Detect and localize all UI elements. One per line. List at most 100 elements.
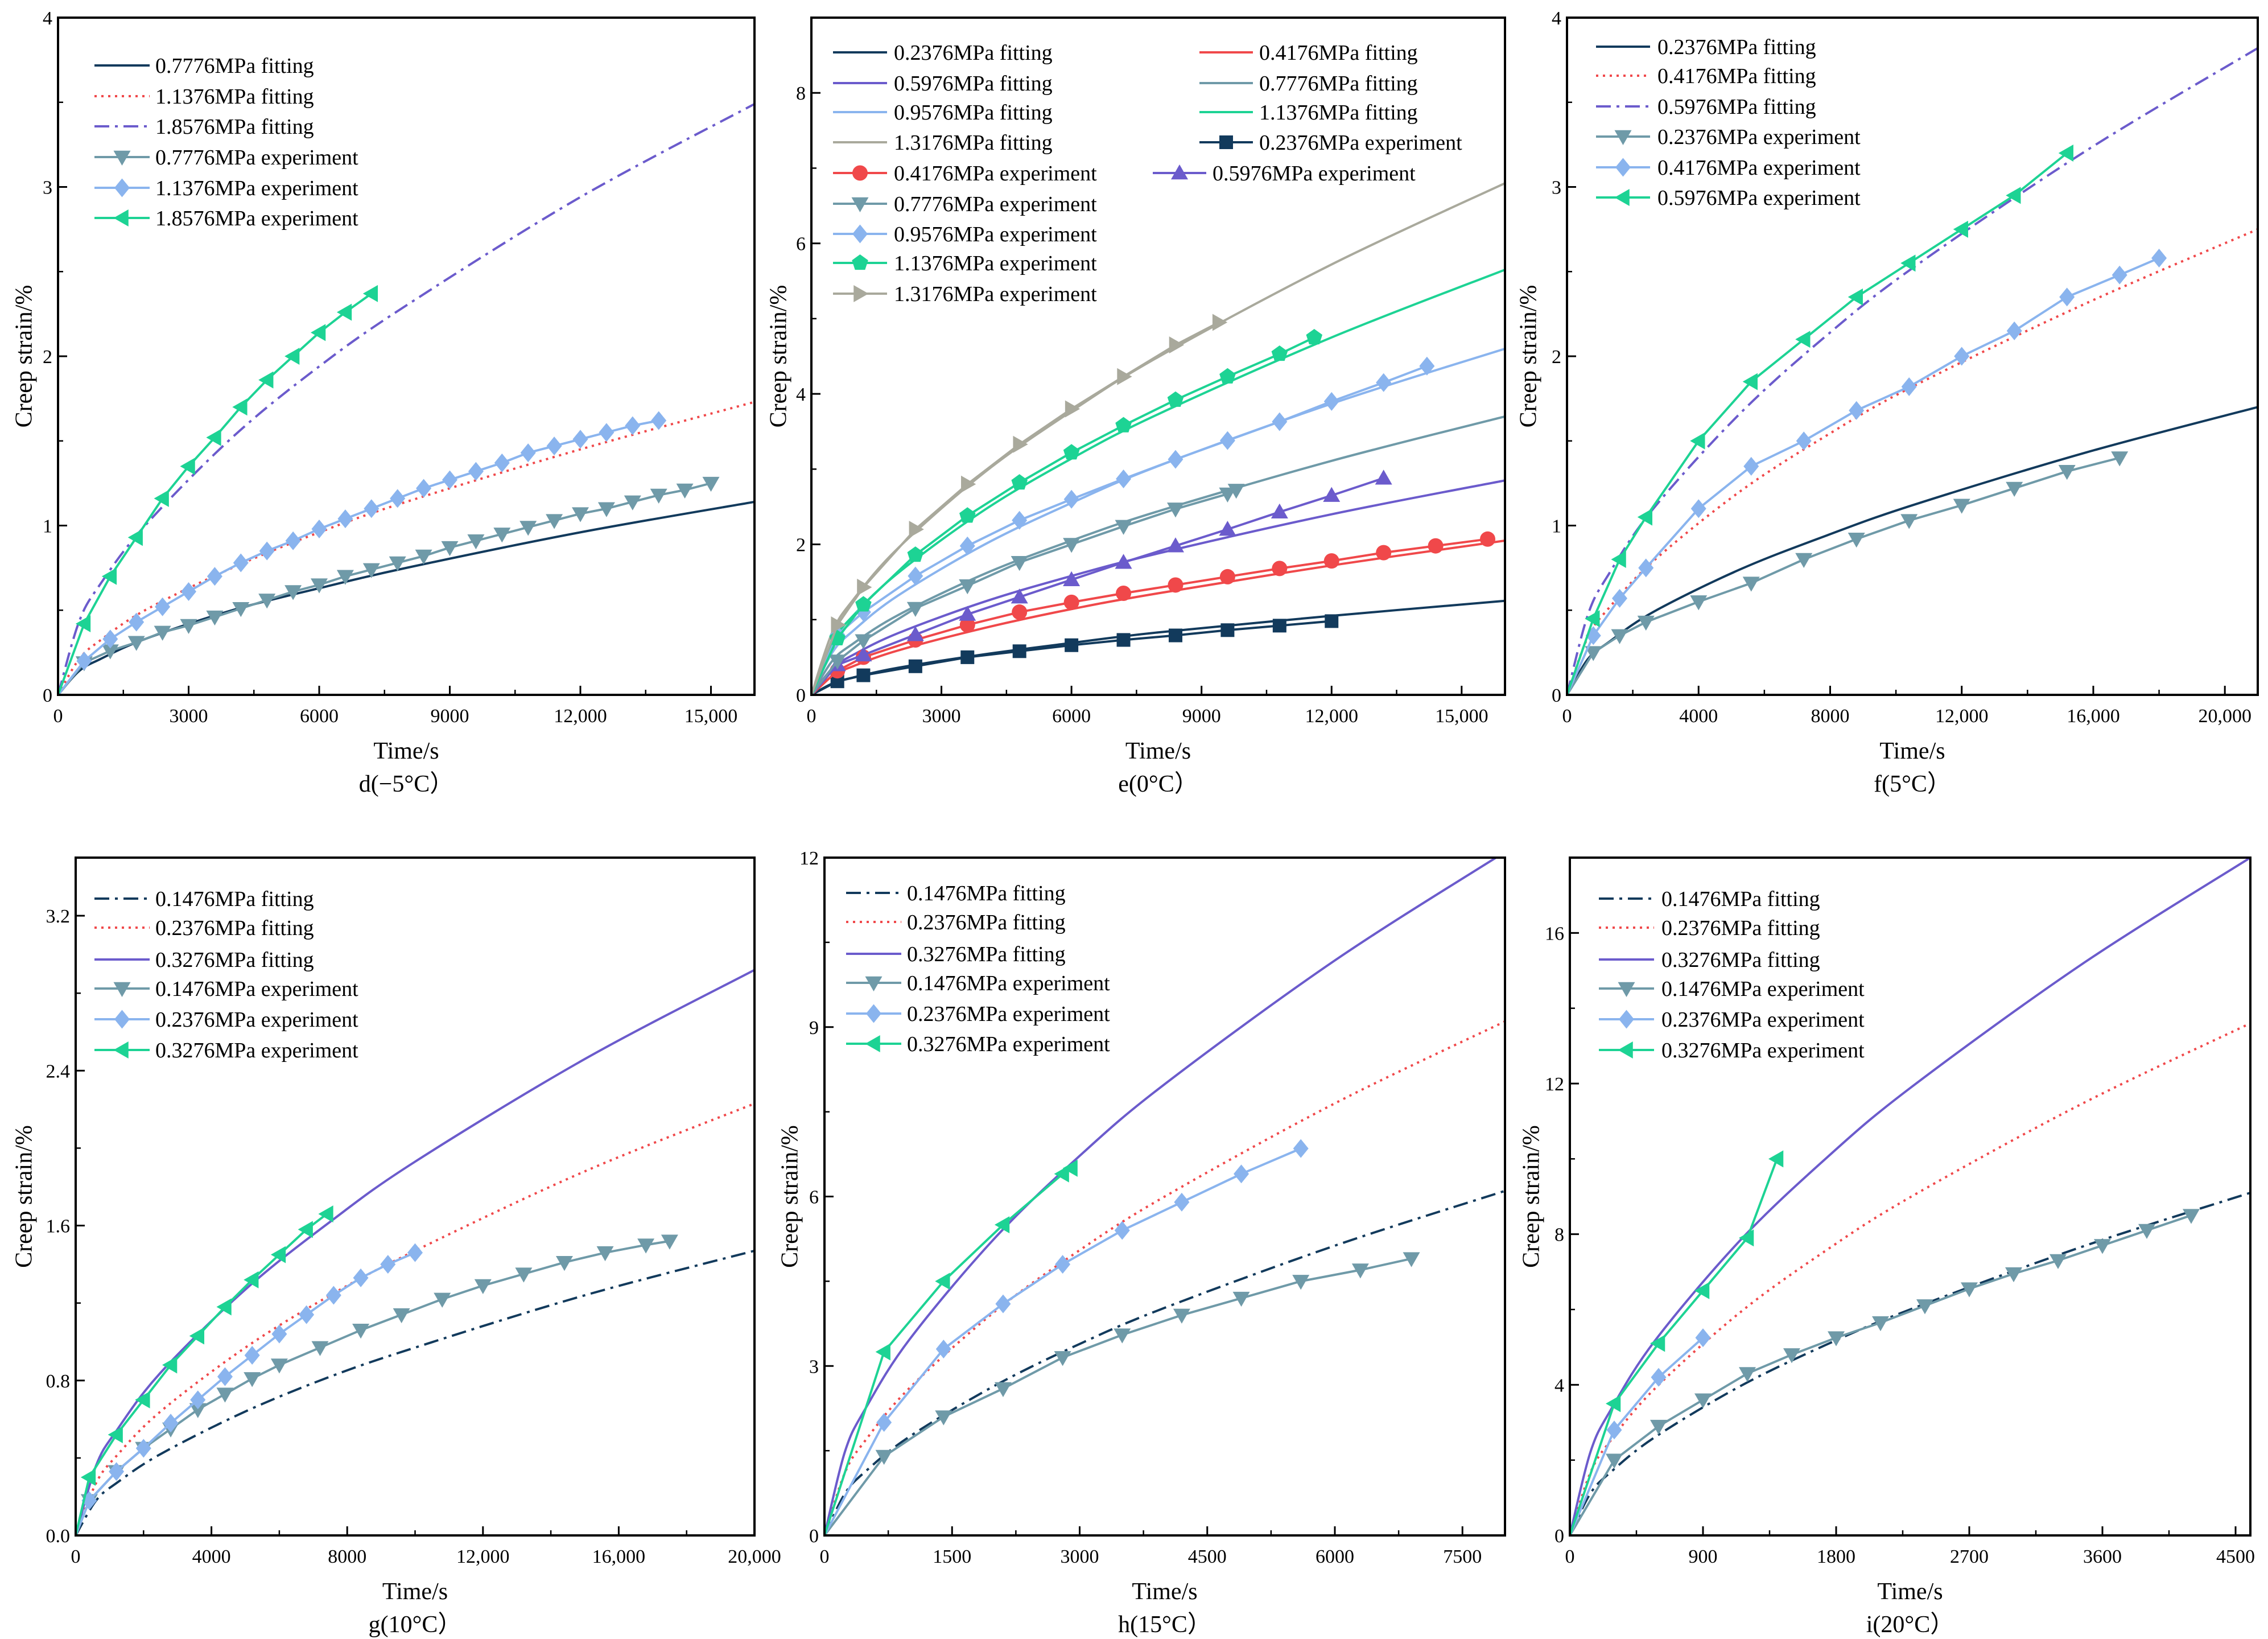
- x-axis-title: Time/s: [1125, 738, 1191, 764]
- data-point: [702, 476, 720, 492]
- legend-label: 0.4176MPa fitting: [1657, 64, 1816, 88]
- data-point: [2111, 451, 2129, 467]
- data-point: [311, 324, 326, 341]
- legend-label: 0.5976MPa fitting: [1657, 95, 1816, 119]
- data-point: [876, 1413, 892, 1432]
- legend-label: 0.2376MPa fitting: [155, 916, 314, 940]
- data-point: [1292, 1275, 1310, 1290]
- data-point: [1167, 391, 1184, 407]
- x-axis-title: Time/s: [1132, 1579, 1197, 1605]
- data-point: [494, 453, 510, 472]
- data-point: [1065, 400, 1081, 418]
- data-point: [1115, 554, 1132, 569]
- data-point: [206, 610, 224, 626]
- data-point: [1783, 1348, 1800, 1364]
- x-tick-label: 3000: [1061, 1546, 1099, 1567]
- data-point: [1768, 1150, 1784, 1168]
- y-tick-label: 3: [809, 1356, 819, 1377]
- data-point: [855, 646, 872, 662]
- experiment-line: [1570, 1337, 1704, 1535]
- data-point: [299, 1305, 315, 1324]
- data-point: [244, 1346, 260, 1365]
- data-point: [468, 462, 484, 481]
- y-tick-label: 6: [796, 234, 806, 255]
- data-point: [155, 597, 171, 616]
- legend-entry: 0.9576MPa experiment: [833, 223, 1097, 246]
- data-point: [828, 654, 846, 670]
- data-point: [232, 602, 250, 617]
- data-point: [1916, 1299, 1933, 1315]
- panel-caption: i(20°C）: [1866, 1612, 1954, 1638]
- data-point: [190, 1390, 206, 1410]
- x-tick-label: 12,000: [1935, 706, 1989, 727]
- legend-label: 0.3276MPa fitting: [155, 948, 314, 972]
- data-point: [216, 1298, 232, 1316]
- legend-label: 0.5976MPa fitting: [894, 72, 1053, 96]
- panel-caption: e(0°C）: [1118, 771, 1198, 797]
- data-point: [1114, 1221, 1130, 1240]
- experiment-line: [811, 365, 1428, 695]
- data-point: [154, 625, 171, 641]
- data-point: [856, 668, 871, 682]
- legend-entry: 0.2376MPa fitting: [1596, 35, 1816, 59]
- data-point: [108, 1426, 123, 1444]
- data-point: [493, 528, 511, 543]
- y-tick-label: 8: [1554, 1225, 1564, 1246]
- data-point: [625, 416, 641, 435]
- data-point: [1115, 520, 1132, 535]
- data-point: [101, 567, 117, 585]
- data-point: [1690, 432, 1705, 450]
- legend-label: 1.8576MPa experiment: [155, 207, 358, 230]
- data-point: [1062, 1159, 1078, 1177]
- data-point: [318, 1205, 333, 1223]
- series-0.3276mpa-fitting: [76, 969, 754, 1535]
- series-0.2376mpa-fitting: [1567, 406, 2258, 695]
- legend-label: 1.1376MPa experiment: [155, 176, 358, 200]
- data-point: [1795, 553, 1813, 568]
- data-point: [935, 1339, 951, 1358]
- experiment-line: [824, 1257, 1412, 1535]
- data-point: [1293, 1139, 1309, 1158]
- y-tick-label: 9: [809, 1018, 819, 1039]
- panel-d: 0 3000 6000 9000 12,000 15,000 0 1 2 3 4 0.7776MPa …: [11, 8, 756, 797]
- data-point: [1013, 435, 1028, 453]
- legend-label: 0.7776MPa fitting: [1259, 72, 1418, 96]
- data-point: [270, 1246, 286, 1263]
- x-tick-label: 15,000: [1435, 706, 1488, 727]
- legend-marker: [852, 224, 868, 244]
- legend-entry: 0.7776MPa experiment: [94, 146, 358, 170]
- fit-curve: [58, 401, 754, 695]
- data-point: [1743, 456, 1759, 476]
- data-point: [519, 521, 537, 536]
- fit-curve: [1570, 1022, 2250, 1535]
- plot-area: [1567, 47, 2258, 695]
- legend-label: 0.3276MPa fitting: [1661, 948, 1820, 972]
- fit-curve: [1567, 228, 2258, 695]
- data-point: [520, 443, 536, 463]
- legend-label: 0.2376MPa fitting: [1657, 35, 1816, 59]
- legend-entry: 0.4176MPa fitting: [1596, 64, 1816, 88]
- y-tick-label: 16: [1545, 923, 1564, 944]
- data-point: [285, 531, 301, 550]
- data-point: [1323, 392, 1339, 411]
- data-point: [298, 1221, 313, 1238]
- legend-entry: 0.5976MPa fitting: [833, 72, 1053, 96]
- legend-label: 0.2376MPa fitting: [1661, 916, 1820, 940]
- legend-entry: 0.7776MPa experiment: [833, 192, 1097, 216]
- data-point: [1323, 487, 1341, 502]
- data-point: [1227, 484, 1245, 499]
- data-point: [415, 549, 432, 565]
- x-tick-label: 4500: [2216, 1546, 2255, 1567]
- series-0.2376mpa-experiment: [76, 1243, 423, 1535]
- legend-marker: [851, 197, 869, 212]
- series-0.1476mpa-experiment: [824, 1252, 1420, 1535]
- legend-marker: [852, 254, 868, 270]
- data-point: [857, 578, 872, 596]
- data-point: [1872, 1316, 1889, 1332]
- series-0.2376mpa-fitting: [824, 1020, 1505, 1535]
- y-tick-label: 0.8: [46, 1371, 71, 1392]
- legend-label: 1.3176MPa fitting: [894, 131, 1053, 155]
- y-axis-title: Creep strain/%: [1516, 285, 1542, 428]
- data-point: [1306, 328, 1323, 345]
- data-point: [189, 1403, 207, 1418]
